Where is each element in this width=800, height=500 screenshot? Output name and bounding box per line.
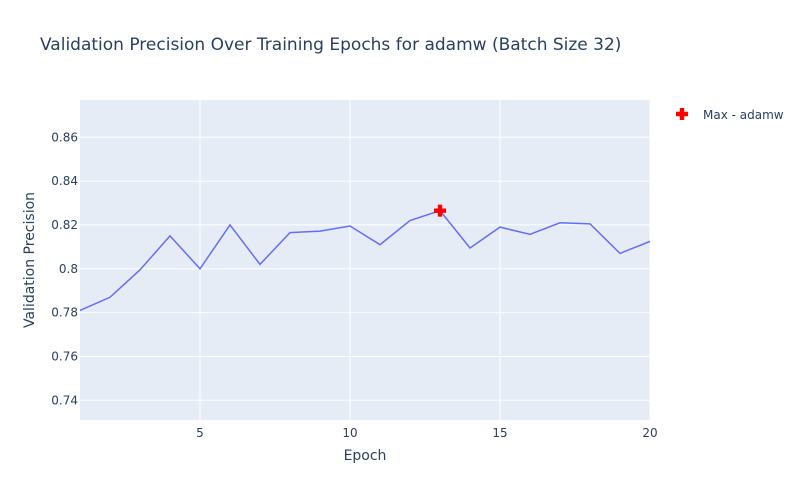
y-tick-label: 0.86 bbox=[51, 130, 78, 144]
x-tick-label: 10 bbox=[342, 426, 357, 440]
x-tick-label: 5 bbox=[196, 426, 204, 440]
y-tick-label: 0.78 bbox=[51, 306, 78, 320]
legend-marker bbox=[676, 108, 688, 120]
y-tick-label: 0.74 bbox=[51, 393, 78, 407]
series-layer bbox=[79, 204, 651, 312]
tick-labels: 5 10 15 20 0.74 0.76 0.78 0.8 0.82 0.84 0.86 bbox=[51, 130, 657, 440]
x-axis-title: Epoch bbox=[344, 448, 387, 464]
gridlines bbox=[80, 100, 651, 420]
y-tick-label: 0.84 bbox=[51, 174, 78, 188]
legend-label: Max - adamw bbox=[703, 108, 784, 122]
y-tick-label: 0.82 bbox=[51, 218, 78, 232]
y-tick-label: 0.8 bbox=[59, 262, 78, 276]
series-line bbox=[79, 209, 651, 312]
max-marker bbox=[434, 204, 446, 217]
chart-title: Validation Precision Over Training Epoch… bbox=[40, 35, 621, 55]
x-tick-label: 15 bbox=[492, 426, 507, 440]
legend[interactable]: Max - adamw bbox=[676, 108, 784, 122]
y-axis-title: Validation Precision bbox=[22, 192, 38, 328]
y-tick-label: 0.76 bbox=[51, 349, 78, 363]
plot-area bbox=[80, 100, 650, 420]
x-tick-label: 20 bbox=[642, 426, 657, 440]
